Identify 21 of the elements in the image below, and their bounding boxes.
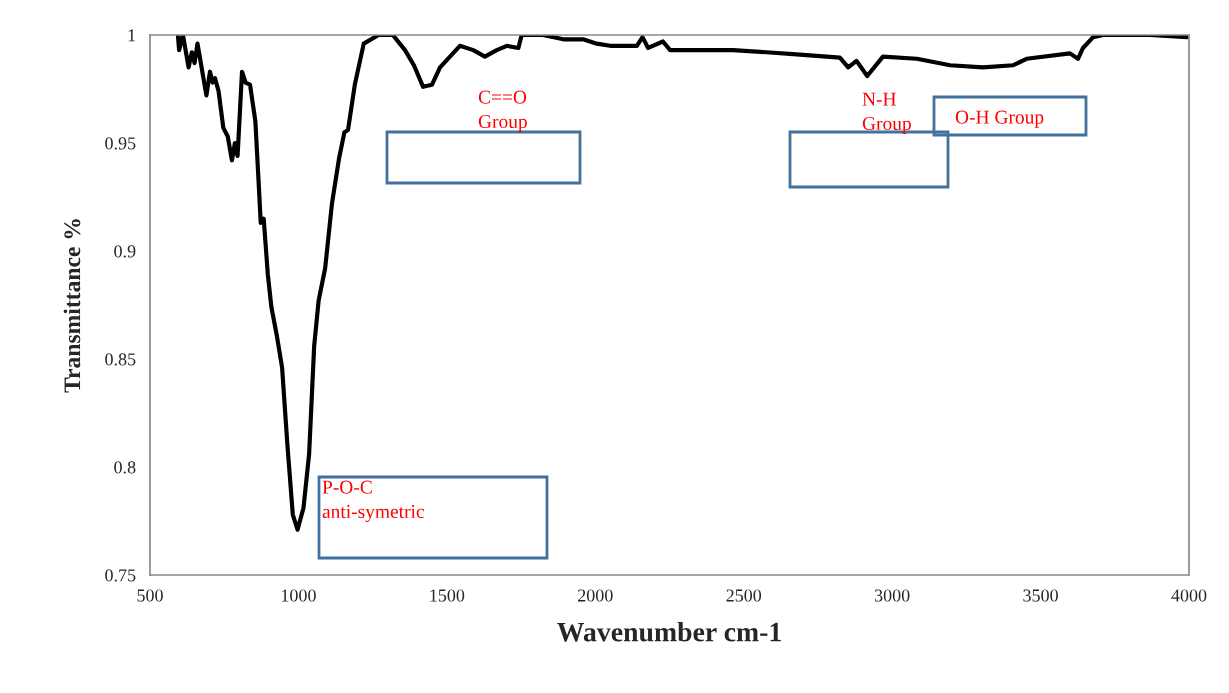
x-tick-label: 4000 [1171,589,1207,602]
y-tick-label: 0.95 [105,137,136,150]
x-axis-title: Wavenumber cm-1 [557,621,781,642]
annotation: N-H Group [862,92,911,135]
x-tick-label: 500 [137,589,163,602]
y-tick-label: 0.8 [114,461,136,474]
x-tick-label: 2000 [578,589,613,602]
y-axis-title: Transmittance % [63,219,81,393]
annotation: C==O Group [478,90,527,133]
y-tick-label: 1 [128,29,136,42]
x-tick-label: 1000 [281,589,316,602]
x-tick-label: 1500 [430,589,465,602]
annotation: O-H Group [955,110,1044,128]
y-tick-label: 0.9 [114,245,136,258]
y-tick-label: 0.75 [105,569,136,582]
line-series [175,35,1189,532]
annotation: P-O-C anti-symetric [322,480,424,523]
y-tick-label: 0.85 [105,353,136,366]
x-tick-label: 2500 [726,589,762,602]
x-tick-label: 3000 [874,589,910,602]
x-tick-label: 3500 [1023,589,1058,602]
